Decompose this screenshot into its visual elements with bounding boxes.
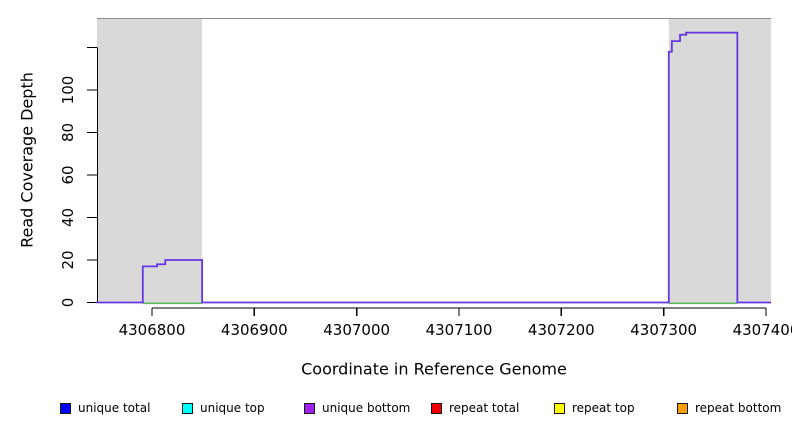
legend-item-repeat-top: repeat top — [554, 399, 635, 417]
legend-swatch-icon — [60, 402, 71, 414]
legend-label: repeat bottom — [695, 401, 782, 415]
legend: unique total unique top unique bottom repea… — [0, 399, 792, 417]
legend-label: unique bottom — [322, 401, 411, 415]
legend-label: repeat total — [449, 401, 520, 415]
x-tick-label: 4307400 — [733, 321, 792, 339]
legend-item-unique-bottom: unique bottom — [304, 399, 410, 417]
legend-swatch-icon — [304, 402, 315, 414]
y-tick-label: 60 — [59, 165, 77, 184]
x-axis-title: Coordinate in Reference Genome — [301, 359, 567, 379]
legend-swatch-icon — [554, 402, 565, 414]
x-tick-label: 4307000 — [323, 321, 390, 339]
legend-swatch-icon — [182, 402, 193, 414]
legend-item-repeat-bottom: repeat bottom — [677, 399, 781, 417]
y-axis-title: Read Coverage Depth — [17, 72, 37, 248]
x-tick-label: 4307200 — [528, 321, 595, 339]
y-tick-label: 100 — [59, 76, 77, 105]
y-tick-label: 40 — [59, 208, 77, 227]
legend-label: unique top — [200, 401, 265, 415]
x-tick-label: 4306800 — [119, 321, 186, 339]
repeat-region-shading — [97, 18, 203, 303]
legend-label: repeat top — [572, 401, 635, 415]
x-tick-label: 4307100 — [426, 321, 493, 339]
legend-item-repeat-total: repeat total — [431, 399, 519, 417]
x-tick-label: 4307300 — [630, 321, 697, 339]
legend-item-unique-total: unique total — [60, 399, 150, 417]
repeat-region-shading — [668, 18, 771, 303]
legend-label: unique total — [78, 401, 151, 415]
legend-swatch-icon — [431, 402, 442, 414]
y-tick-label: 80 — [59, 123, 77, 142]
legend-swatch-icon — [677, 402, 688, 414]
y-tick-label: 20 — [59, 250, 77, 269]
coverage-step-line — [96, 31, 772, 304]
x-tick-label: 4306900 — [221, 321, 288, 339]
coverage-plot-canvas: 0 20 40 60 80 100 4306800 4306900 4307000 430… — [59, 17, 792, 339]
legend-item-unique-top: unique top — [182, 399, 265, 417]
y-tick-label: 0 — [59, 298, 77, 308]
